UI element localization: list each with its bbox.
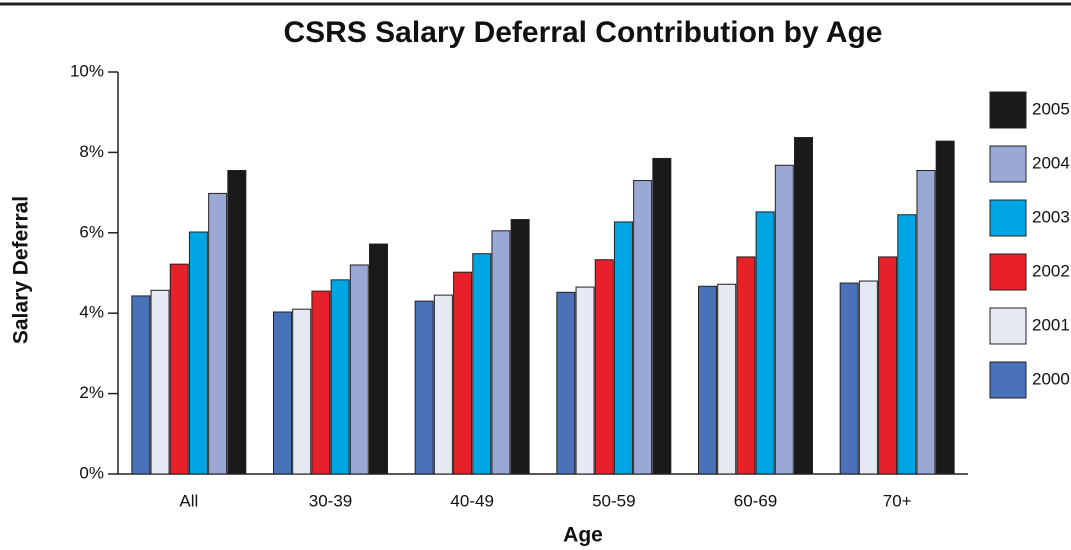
x-axis-title: Age	[563, 524, 603, 547]
bar	[510, 219, 530, 475]
x-tick-label: 70+	[883, 491, 912, 510]
bar	[472, 253, 492, 475]
legend-label: 2003	[1032, 207, 1070, 226]
bar	[858, 280, 878, 475]
legend-swatch	[989, 253, 1027, 291]
legend-swatch	[989, 307, 1027, 345]
legend-swatch	[989, 361, 1027, 399]
legend-label: 2004	[1032, 153, 1070, 172]
bar	[227, 169, 247, 475]
bar	[169, 263, 189, 475]
x-tick-label: 40-49	[450, 491, 493, 510]
bar	[717, 283, 737, 475]
x-tick-label: All	[179, 491, 198, 510]
bar	[698, 285, 717, 475]
y-axis-title: Salary Deferral	[10, 196, 33, 344]
y-tick-label: 4%	[79, 303, 104, 322]
legend-label: 2001	[1032, 315, 1070, 334]
bar	[311, 290, 331, 475]
bar	[633, 180, 653, 475]
legend-label: 2000	[1032, 369, 1070, 388]
bar	[433, 294, 453, 475]
x-tick-label: 30-39	[309, 491, 352, 510]
legend-swatch	[989, 91, 1027, 129]
bar	[935, 140, 955, 475]
y-tick-label: 2%	[79, 383, 104, 402]
legend-swatch	[989, 145, 1027, 183]
y-tick-label: 10%	[70, 61, 104, 80]
bar	[613, 221, 633, 475]
bar	[652, 157, 672, 475]
chart-title: CSRS Salary Deferral Contribution by Age	[283, 16, 882, 49]
y-tick-label: 6%	[79, 222, 104, 241]
bar	[273, 311, 292, 475]
bar	[897, 214, 917, 475]
bar	[755, 211, 775, 475]
bar	[736, 256, 756, 475]
bar	[916, 169, 936, 475]
bar	[878, 256, 898, 475]
x-tick-label: 60-69	[734, 491, 777, 510]
bar	[208, 192, 228, 475]
bar	[369, 243, 388, 475]
bar	[150, 289, 170, 475]
bar	[188, 231, 208, 475]
y-tick-label: 0%	[79, 463, 104, 482]
legend-swatch	[989, 199, 1027, 237]
bar	[556, 291, 576, 475]
y-tick-label: 8%	[79, 142, 104, 161]
bar	[794, 137, 813, 475]
legend-label: 2002	[1032, 261, 1070, 280]
bar	[131, 295, 151, 475]
bar	[594, 259, 614, 475]
legend-label: 2005	[1032, 99, 1070, 118]
bar	[330, 279, 350, 475]
bar	[414, 300, 434, 475]
bar	[839, 282, 859, 475]
bar	[575, 286, 595, 475]
bar	[491, 230, 511, 475]
bar	[349, 264, 369, 475]
x-tick-label: 50-59	[592, 491, 635, 510]
bar	[774, 164, 794, 475]
bar	[292, 308, 312, 475]
bar	[453, 271, 473, 475]
